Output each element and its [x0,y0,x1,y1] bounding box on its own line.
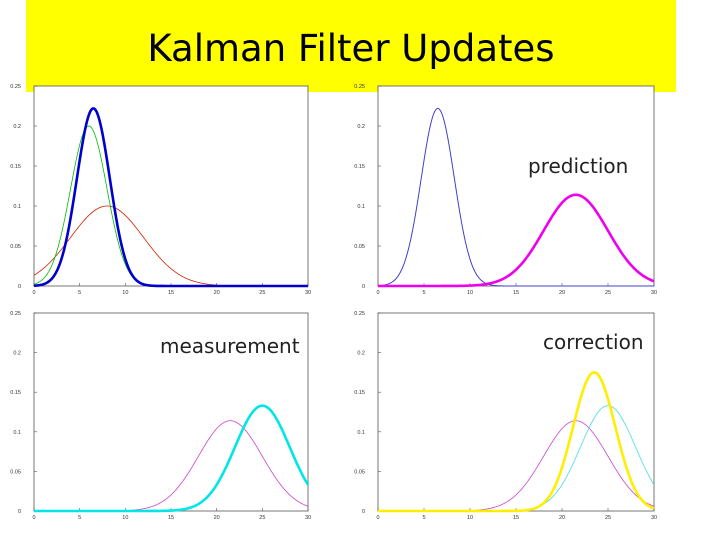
y-tick-label: 0 [362,284,365,290]
x-tick-label: 30 [305,515,311,521]
y-tick-label: 0.05 [10,469,21,475]
series-line-3 [33,107,309,288]
y-tick-label: 0 [18,509,21,515]
y-tick-label: 0.15 [10,390,21,396]
y-tick-label: 0.05 [354,244,365,250]
x-tick-label: 0 [32,290,35,296]
plot-frame [33,85,309,287]
x-tick-label: 15 [513,515,519,521]
x-tick-label: 20 [214,515,220,521]
x-tick-label: 20 [214,290,220,296]
y-tick-label: 0.15 [10,164,21,170]
x-tick-label: 15 [168,515,174,521]
y-tick-label: 0.1 [357,204,365,210]
x-tick-label: 0 [376,290,379,296]
x-tick-label: 15 [513,290,519,296]
x-tick-label: 5 [78,290,81,296]
y-tick-label: 0 [18,284,21,290]
y-tick-label: 0.05 [10,244,21,250]
plot-frame [33,312,309,512]
y-tick-label: 0.2 [357,351,365,357]
x-tick-label: 15 [168,290,174,296]
x-tick-label: 30 [651,515,657,521]
y-tick-label: 0.25 [10,84,21,90]
plot-frame [377,85,655,287]
x-tick-label: 25 [259,290,265,296]
annotation-label: prediction [528,154,628,178]
series-line-2 [33,404,310,513]
x-tick-label: 25 [605,290,611,296]
series-line-3 [377,371,655,513]
y-tick-label: 0 [362,509,365,515]
y-tick-label: 0.1 [13,430,21,436]
x-tick-label: 10 [467,515,473,521]
plot-panel-1: 0 5 10 15 20 25 30 0 0.05 0.1 0.15 0.2 0.25 [10,84,311,296]
x-tick-label: 10 [467,290,473,296]
x-tick-label: 5 [422,290,425,296]
x-tick-label: 20 [559,290,565,296]
x-tick-label: 10 [122,515,128,521]
y-tick-label: 0.25 [354,311,365,317]
x-tick-label: 30 [651,290,657,296]
y-tick-label: 0.15 [354,164,365,170]
slide-title: Kalman Filter Updates [147,27,555,70]
y-tick-label: 0.2 [13,124,21,130]
series-line-2 [377,193,655,288]
y-tick-label: 0.1 [13,204,21,210]
plot-panel-2: 0 5 10 15 20 25 30 0 0.05 0.1 0.15 0.2 0.25 predictio… [354,84,657,296]
y-tick-label: 0.15 [354,390,365,396]
annotation-label: measurement [160,334,300,358]
x-tick-label: 0 [32,515,35,521]
y-tick-label: 0.25 [10,311,21,317]
x-tick-label: 5 [78,515,81,521]
annotation-label: correction [543,330,644,354]
x-tick-label: 30 [305,290,311,296]
title-banner [26,0,676,92]
y-tick-label: 0.1 [357,430,365,436]
y-tick-label: 0.25 [354,84,365,90]
y-tick-label: 0.2 [13,351,21,357]
x-tick-label: 10 [122,290,128,296]
y-tick-label: 0.2 [357,124,365,130]
plot-panel-4: 0 5 10 15 20 25 30 0 0.05 0.1 0.15 0.2 0.25 correctio… [354,311,657,521]
x-tick-label: 25 [259,515,265,521]
x-tick-label: 20 [559,515,565,521]
plot-panel-3: 0 5 10 15 20 25 30 0 0.05 0.1 0.15 0.2 0.25 measureme… [10,311,311,521]
x-tick-label: 5 [422,515,425,521]
series-line-1 [377,107,654,287]
plot-frame [377,312,655,512]
x-tick-label: 0 [376,515,379,521]
y-tick-label: 0.05 [354,469,365,475]
x-tick-label: 25 [605,515,611,521]
